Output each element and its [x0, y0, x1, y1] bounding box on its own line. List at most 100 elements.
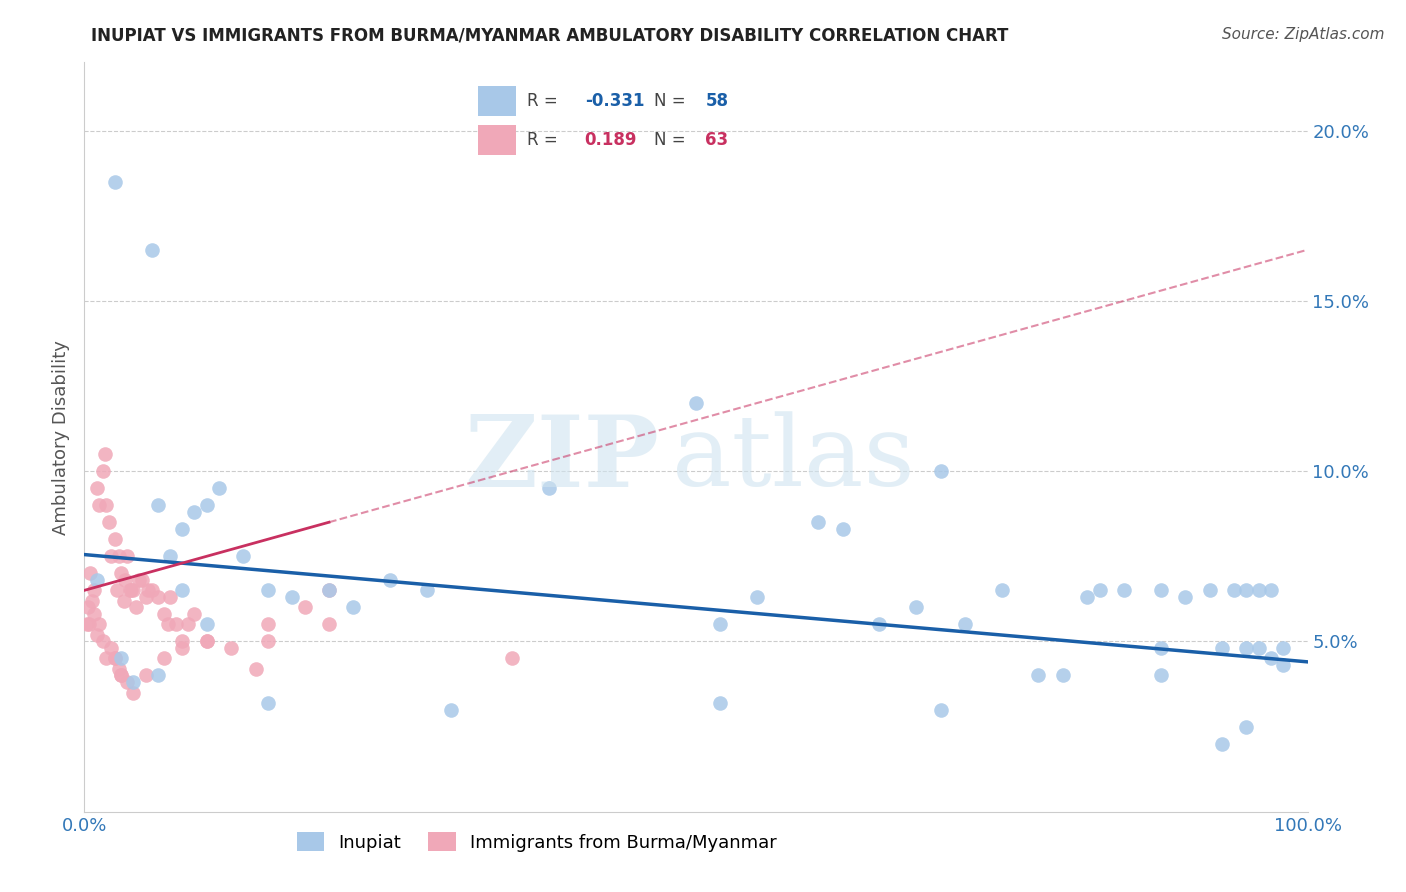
Point [159, 590, 181, 604]
Point [183, 505, 205, 519]
Point [1211, 737, 1233, 751]
Point [146, 668, 169, 682]
Point [1236, 720, 1258, 734]
Point [86, 481, 108, 495]
Point [219, 641, 242, 656]
Point [257, 696, 280, 710]
Point [77, 600, 100, 615]
Point [195, 498, 218, 512]
Point [172, 583, 194, 598]
Point [141, 243, 163, 257]
Point [87, 617, 110, 632]
Point [159, 549, 181, 564]
Point [1272, 658, 1295, 673]
Point [91, 634, 114, 648]
Point [281, 590, 304, 604]
Point [440, 702, 463, 716]
Point [709, 696, 731, 710]
Point [991, 583, 1014, 598]
Point [104, 175, 127, 189]
Point [104, 533, 127, 547]
Y-axis label: Ambulatory Disability: Ambulatory Disability [52, 340, 70, 534]
Point [128, 573, 150, 587]
Point [122, 685, 145, 699]
Point [172, 634, 194, 648]
Point [125, 600, 148, 615]
Point [1236, 641, 1258, 656]
Point [146, 590, 169, 604]
Point [83, 583, 105, 598]
Point [1223, 583, 1246, 598]
Point [709, 617, 731, 632]
Point [1174, 590, 1197, 604]
Point [1260, 651, 1282, 665]
Point [208, 481, 231, 495]
Point [146, 498, 169, 512]
Point [83, 607, 105, 622]
Point [100, 549, 122, 564]
Point [104, 651, 127, 665]
Point [195, 617, 218, 632]
Point [1247, 641, 1270, 656]
Point [1028, 668, 1050, 682]
Point [257, 617, 280, 632]
Point [502, 651, 524, 665]
Point [416, 583, 439, 598]
Point [183, 607, 205, 622]
Point [172, 641, 194, 656]
Point [905, 600, 928, 615]
Text: ZIP: ZIP [464, 411, 659, 508]
Point [79, 566, 101, 581]
Point [135, 668, 157, 682]
Point [131, 573, 153, 587]
Point [342, 600, 364, 615]
Point [76, 617, 98, 632]
Point [118, 583, 141, 598]
Point [135, 590, 157, 604]
Point [1272, 641, 1295, 656]
Text: INUPIAT VS IMMIGRANTS FROM BURMA/MYANMAR AMBULATORY DISABILITY CORRELATION CHART: INUPIAT VS IMMIGRANTS FROM BURMA/MYANMAR… [91, 27, 1008, 45]
Point [1150, 668, 1173, 682]
Point [136, 583, 159, 598]
Point [1052, 668, 1074, 682]
Point [105, 583, 128, 598]
Point [153, 607, 176, 622]
Point [107, 662, 129, 676]
Point [114, 573, 136, 587]
Point [91, 464, 114, 478]
Point [120, 583, 142, 598]
Point [1247, 583, 1270, 598]
Text: atlas: atlas [672, 412, 914, 508]
Point [110, 651, 132, 665]
Point [929, 702, 952, 716]
Point [100, 641, 122, 656]
Point [80, 593, 103, 607]
Point [86, 573, 108, 587]
Point [115, 549, 138, 564]
Point [318, 617, 340, 632]
Point [1114, 583, 1136, 598]
Point [110, 668, 132, 682]
Point [110, 668, 132, 682]
Point [96, 498, 118, 512]
Point [747, 590, 769, 604]
Point [1150, 641, 1173, 656]
Point [538, 481, 561, 495]
Point [807, 515, 830, 529]
Point [172, 522, 194, 536]
Point [87, 498, 110, 512]
Point [177, 617, 200, 632]
Point [318, 583, 340, 598]
Point [1088, 583, 1111, 598]
Point [1198, 583, 1220, 598]
Point [685, 396, 707, 410]
Point [831, 522, 853, 536]
Point [107, 549, 129, 564]
Point [156, 617, 179, 632]
Point [1150, 583, 1173, 598]
Point [165, 617, 187, 632]
Point [112, 593, 135, 607]
Point [1211, 641, 1233, 656]
Point [122, 583, 145, 598]
Legend: Inupiat, Immigrants from Burma/Myanmar: Inupiat, Immigrants from Burma/Myanmar [290, 825, 785, 859]
